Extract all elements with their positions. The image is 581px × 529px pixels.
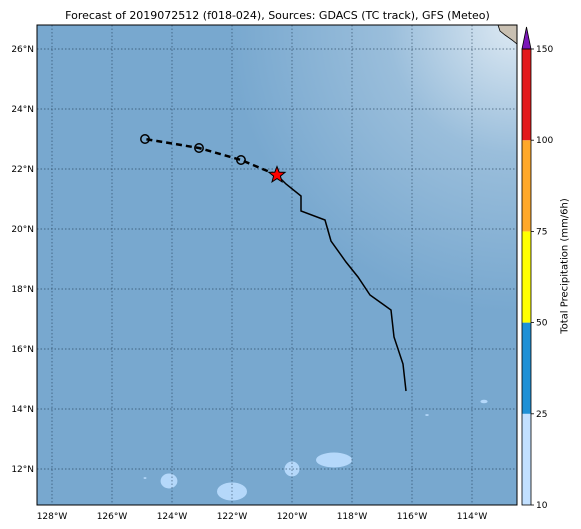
axis-tick-labels: 128°W 126°W 124°W 122°W 120°W 118°W 116°W 114°W… [11, 45, 487, 522]
storm-tracks [140, 134, 407, 392]
colorbar-label: Total Precipitation (mm/6h) [559, 198, 571, 334]
colorbar-band [522, 49, 531, 141]
colorbar: 10 25 50 75 100 150 [521, 26, 553, 511]
graticule [37, 25, 517, 505]
precip-patch [480, 399, 488, 404]
map-area [37, 25, 517, 505]
colorbar-tick-label: 10 [536, 501, 548, 511]
lat-tick-label: 26°N [11, 45, 34, 55]
colorbar-band [522, 140, 531, 232]
colorbar-tick-label: 50 [536, 319, 548, 329]
observed-track-line [276, 174, 407, 392]
lat-tick-label: 16°N [11, 345, 34, 355]
current-position-star-icon [267, 165, 287, 184]
forecast-point-marker [236, 155, 246, 165]
haze-overlay [37, 25, 517, 505]
colorbar-band [522, 322, 531, 414]
lon-tick-label: 122°W [217, 512, 248, 522]
precip-patch [143, 477, 147, 479]
lat-tick-label: 22°N [11, 165, 34, 175]
colorbar-band [522, 231, 531, 323]
colorbar-tick-label: 100 [536, 136, 553, 146]
forecast-track-line [144, 137, 278, 177]
map-title: Forecast of 2019072512 (f018-024), Sourc… [65, 9, 490, 22]
lon-tick-label: 114°W [457, 512, 488, 522]
precip-patch [316, 452, 352, 468]
lat-tick-label: 20°N [11, 225, 34, 235]
lon-tick-label: 116°W [397, 512, 428, 522]
lat-tick-label: 14°N [11, 405, 34, 415]
colorbar-tick-label: 150 [536, 45, 553, 55]
precip-patch [284, 461, 300, 477]
forecast-point-marker [140, 134, 150, 144]
colorbar-extend-arrow [521, 26, 532, 50]
lon-tick-label: 126°W [97, 512, 128, 522]
colorbar-band [522, 413, 531, 505]
lon-tick-label: 128°W [37, 512, 68, 522]
lat-tick-label: 24°N [11, 105, 34, 115]
colorbar-tick-label: 25 [536, 410, 547, 420]
map-frame [36, 24, 518, 506]
precip-patch [425, 414, 429, 416]
colorbar-tick-label: 75 [536, 227, 547, 237]
lon-tick-label: 124°W [157, 512, 188, 522]
lat-tick-label: 12°N [11, 465, 34, 475]
coastline-land [497, 25, 517, 45]
colorbar-frame [521, 48, 532, 506]
forecast-point-marker [194, 143, 204, 153]
lon-tick-label: 120°W [277, 512, 308, 522]
lat-tick-label: 18°N [11, 285, 34, 295]
lon-tick-label: 118°W [337, 512, 368, 522]
precip-patch [160, 473, 178, 489]
